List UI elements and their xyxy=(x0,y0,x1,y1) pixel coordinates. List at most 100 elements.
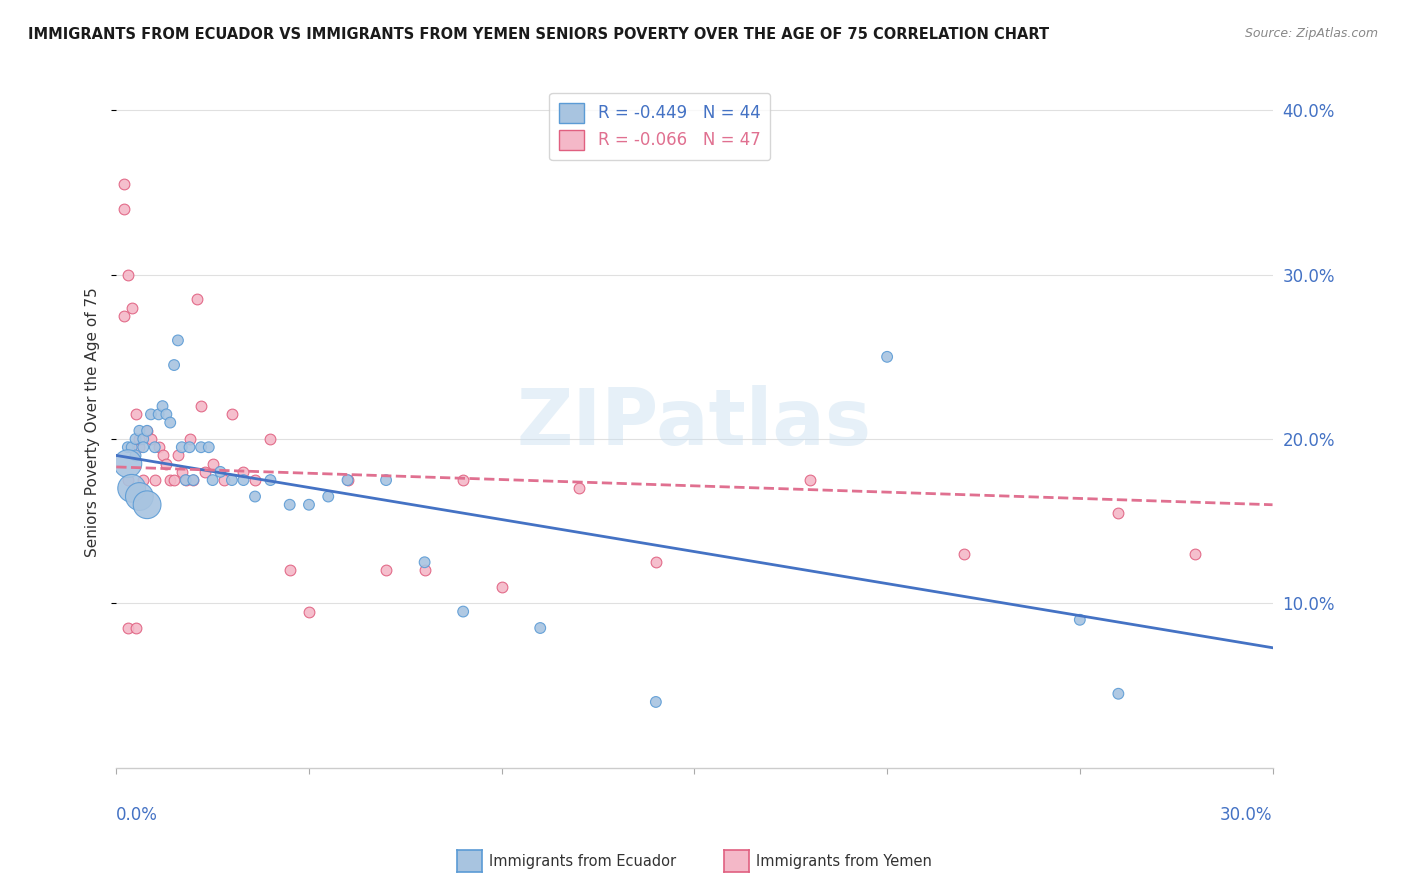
Point xyxy=(128,490,150,504)
Point xyxy=(179,440,201,454)
Point xyxy=(128,440,150,454)
Point xyxy=(201,457,224,471)
Point xyxy=(117,473,139,487)
Text: 0.0%: 0.0% xyxy=(117,805,157,823)
Point xyxy=(298,498,321,512)
Point xyxy=(136,498,159,512)
Point xyxy=(143,440,166,454)
Legend: R = -0.449   N = 44, R = -0.066   N = 47: R = -0.449 N = 44, R = -0.066 N = 47 xyxy=(550,93,770,160)
Point xyxy=(124,449,146,463)
Text: Source: ZipAtlas.com: Source: ZipAtlas.com xyxy=(1244,27,1378,40)
Point xyxy=(179,432,201,446)
Point xyxy=(336,473,359,487)
Point xyxy=(124,621,146,635)
Point xyxy=(136,424,159,438)
Point xyxy=(117,621,139,635)
Point xyxy=(243,473,266,487)
Point xyxy=(152,399,174,413)
Point xyxy=(451,473,474,487)
Point xyxy=(167,334,190,348)
Text: 30.0%: 30.0% xyxy=(1220,805,1272,823)
Point xyxy=(132,432,155,446)
Point xyxy=(197,440,219,454)
Point xyxy=(128,424,150,438)
Point xyxy=(148,408,170,422)
Point xyxy=(163,473,186,487)
Point xyxy=(232,473,254,487)
Point xyxy=(117,268,139,282)
Text: Immigrants from Yemen: Immigrants from Yemen xyxy=(756,855,932,869)
Point xyxy=(117,457,139,471)
Point xyxy=(1069,613,1091,627)
Point xyxy=(170,465,193,479)
Point xyxy=(143,473,166,487)
Point xyxy=(112,202,135,216)
Point xyxy=(644,555,666,569)
Point xyxy=(163,358,186,372)
Point xyxy=(336,473,359,487)
Point xyxy=(139,432,162,446)
Text: Immigrants from Ecuador: Immigrants from Ecuador xyxy=(489,855,676,869)
Point xyxy=(529,621,551,635)
Point xyxy=(124,408,146,422)
Point xyxy=(644,695,666,709)
Point xyxy=(148,440,170,454)
Point xyxy=(491,580,513,594)
Text: ZIPatlas: ZIPatlas xyxy=(517,384,872,460)
Point xyxy=(174,473,197,487)
Point xyxy=(159,473,181,487)
Point xyxy=(128,432,150,446)
Point xyxy=(174,473,197,487)
Point xyxy=(799,473,821,487)
Point xyxy=(132,440,155,454)
Point xyxy=(201,473,224,487)
Point xyxy=(259,473,281,487)
Point xyxy=(155,408,177,422)
Point xyxy=(136,424,159,438)
Point xyxy=(451,605,474,619)
Point xyxy=(212,473,235,487)
Point xyxy=(190,399,212,413)
Point xyxy=(375,473,398,487)
Point xyxy=(139,408,162,422)
Point xyxy=(953,547,976,561)
Point xyxy=(194,465,217,479)
Point xyxy=(209,465,232,479)
Point xyxy=(221,408,243,422)
Point xyxy=(278,498,301,512)
Point xyxy=(232,465,254,479)
Point xyxy=(112,178,135,192)
Point xyxy=(159,416,181,430)
Point xyxy=(259,432,281,446)
Point xyxy=(186,293,208,307)
Point xyxy=(413,564,436,578)
Point xyxy=(167,449,190,463)
Point xyxy=(1184,547,1206,561)
Point xyxy=(121,440,143,454)
Point xyxy=(152,449,174,463)
Text: IMMIGRANTS FROM ECUADOR VS IMMIGRANTS FROM YEMEN SENIORS POVERTY OVER THE AGE OF: IMMIGRANTS FROM ECUADOR VS IMMIGRANTS FR… xyxy=(28,27,1049,42)
Point xyxy=(183,473,205,487)
Point xyxy=(243,490,266,504)
Point xyxy=(155,457,177,471)
Point xyxy=(298,605,321,619)
Point xyxy=(221,473,243,487)
Point xyxy=(121,301,143,315)
Point xyxy=(278,564,301,578)
Point xyxy=(375,564,398,578)
Point xyxy=(170,440,193,454)
Y-axis label: Seniors Poverty Over the Age of 75: Seniors Poverty Over the Age of 75 xyxy=(86,288,100,558)
Point xyxy=(121,481,143,495)
Point xyxy=(183,473,205,487)
Point xyxy=(1107,506,1129,520)
Point xyxy=(568,481,591,495)
Point xyxy=(132,473,155,487)
Point xyxy=(1107,687,1129,701)
Point xyxy=(124,432,146,446)
Point xyxy=(413,555,436,569)
Point xyxy=(876,350,898,364)
Point xyxy=(190,440,212,454)
Point xyxy=(117,440,139,454)
Point xyxy=(112,309,135,323)
Point xyxy=(316,490,339,504)
